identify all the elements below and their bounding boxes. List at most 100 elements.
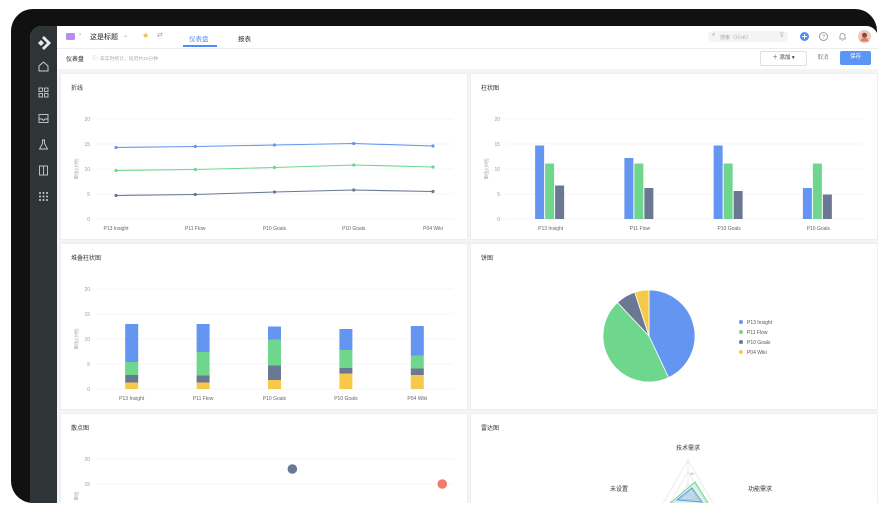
stacked-bar-chart: 0 5 10 15 20 单位(小时) P13 Insight P11 Flow P10 Goa… (73, 287, 453, 402)
stacked-bar-segment (410, 326, 424, 356)
search-box[interactable]: ⌕ 搜索（⌘+K） ⊽ (708, 31, 788, 42)
help-icon[interactable]: ? (819, 32, 828, 41)
bar (634, 163, 644, 219)
x-tick-label: P10 Goals (263, 396, 287, 402)
stacked-bar-segment (410, 355, 424, 369)
bar (545, 163, 555, 219)
stacked-bar-segment (339, 368, 353, 374)
topbar: › 这是标题 ⌄ ★ ⇄ 仪表盘 报表 ⌕ 搜索（⌘+K） ⊽ ? (57, 26, 878, 49)
data-point (193, 167, 197, 172)
save-button[interactable]: 保存 (840, 51, 871, 65)
tab-dashboard[interactable]: 仪表盘 (189, 36, 209, 43)
project-icon[interactable] (66, 32, 75, 41)
data-point (272, 165, 277, 170)
radar-indicator-label: 未设置 (610, 485, 628, 493)
y-tick-label: 0 (87, 217, 90, 223)
x-tick-label: P13 Insight (103, 226, 129, 232)
bar (733, 191, 743, 219)
radar-ring (677, 482, 699, 500)
x-tick-label: P10 Goals (263, 226, 287, 232)
more-apps-icon[interactable] (38, 191, 49, 202)
panel-scatter-chart: 散点图 15 20 单位 (60, 413, 468, 503)
panel-radar-chart: 雷达图 技术需求 功能需求 未设置 2h (470, 413, 878, 503)
pie-slice (602, 301, 670, 383)
legend-swatch (739, 330, 743, 334)
y-tick-label: 5 (87, 362, 90, 368)
scatter-point (437, 479, 448, 489)
tab-reports[interactable]: 报表 (238, 36, 251, 43)
filter-icon[interactable]: ⊽ (779, 33, 784, 39)
x-tick-label: P10 Goals (807, 226, 831, 232)
info-icon: ⓘ (92, 56, 98, 62)
bell-icon[interactable] (838, 32, 847, 41)
scatter-point (287, 464, 298, 474)
radar-axis (671, 493, 689, 503)
pie-slice (634, 289, 650, 337)
data-point (352, 163, 356, 167)
y-tick-label: 15 (84, 312, 90, 318)
home-icon[interactable] (38, 61, 49, 72)
data-point (272, 143, 277, 147)
y-tick-label: 15 (84, 142, 90, 148)
radar-area (675, 487, 704, 503)
y-tick-label: 5 (87, 192, 90, 198)
avatar[interactable] (858, 30, 871, 43)
x-tick-label: P04 Wiki (423, 226, 443, 232)
stacked-bar-segment (125, 382, 139, 389)
stacked-bar-segment (196, 352, 210, 376)
x-tick-label: P10 Goals (717, 226, 741, 232)
legend-swatch (739, 350, 743, 354)
y-tick-label: 10 (494, 167, 500, 173)
panel-title: 雷达图 (481, 426, 500, 432)
panel-line-chart: 折线 0 5 10 15 20 单位(小时) P13 Insight P11 Flow P10 … (60, 73, 468, 240)
add-button[interactable]: ＋ 添加 ▾ (760, 51, 807, 66)
stacked-bar-segment (268, 339, 281, 366)
inbox-icon[interactable] (38, 113, 49, 124)
star-icon[interactable]: ★ (142, 31, 150, 40)
stacked-bar-segment (339, 329, 353, 350)
x-tick-label: P10 Goals (334, 396, 358, 402)
stacked-bar-segment (410, 375, 424, 389)
x-tick-label: P04 Wiki (407, 396, 427, 402)
legend-swatch (739, 320, 743, 324)
search-placeholder: 搜索（⌘+K） (720, 34, 752, 41)
legend-label: P10 Goals (747, 340, 771, 346)
data-point (114, 193, 118, 198)
legend-swatch (739, 340, 743, 344)
panel-title: 饼图 (481, 256, 494, 262)
stacked-bar-segment (339, 373, 353, 389)
bar (822, 194, 832, 219)
page-title[interactable]: 这是标题 (90, 34, 118, 41)
stacked-bar-segment (268, 326, 281, 340)
y-tick-label: 20 (84, 287, 90, 293)
bar (555, 185, 565, 219)
pie-chart: P13 Insight P11 Flow P10 Goals P04 Wiki (602, 289, 773, 383)
data-point (272, 190, 277, 194)
bar (644, 188, 654, 219)
bar (723, 163, 733, 219)
stacked-bar-segment (125, 362, 139, 375)
app-logo-icon[interactable] (37, 36, 51, 50)
y-axis-label: 单位(小时) (73, 328, 80, 349)
subbar-label: 仪表盘 (66, 57, 85, 63)
swap-icon[interactable]: ⇄ (157, 32, 163, 39)
y-tick-label: 0 (497, 217, 500, 223)
flask-icon[interactable] (38, 139, 49, 150)
stacked-bar-segment (268, 380, 281, 389)
book-icon[interactable] (38, 165, 49, 176)
x-tick-label: P11 Flow (193, 396, 214, 402)
y-tick-label: 15 (84, 482, 90, 488)
radar-ring-label: 2h (690, 471, 694, 476)
app-screen: › 这是标题 ⌄ ★ ⇄ 仪表盘 报表 ⌕ 搜索（⌘+K） ⊽ ? 仪表盘 ⓘ … (30, 26, 878, 503)
apps-grid-icon[interactable] (38, 87, 49, 98)
cancel-button[interactable]: 取消 (817, 55, 829, 61)
add-circle-icon[interactable] (800, 32, 809, 41)
title-dropdown-icon[interactable]: ⌄ (123, 33, 129, 39)
chevron-down-icon: ▾ (790, 55, 795, 61)
radar-indicator-label: 技术需求 (676, 444, 700, 452)
line-chart: 0 5 10 15 20 单位(小时) P13 Insight P11 Flow P10 Goa… (73, 117, 453, 232)
x-tick-label: P11 Flow (630, 226, 651, 232)
subbar: 仪表盘 ⓘ 非实时统计，延迟约10分钟 ＋ 添加 ▾ 取消 保存 (57, 49, 878, 69)
panel-stacked-chart: 堆叠柱状图 0 5 10 15 20 单位(小时) P13 Insight P11 Flow P… (60, 243, 468, 410)
